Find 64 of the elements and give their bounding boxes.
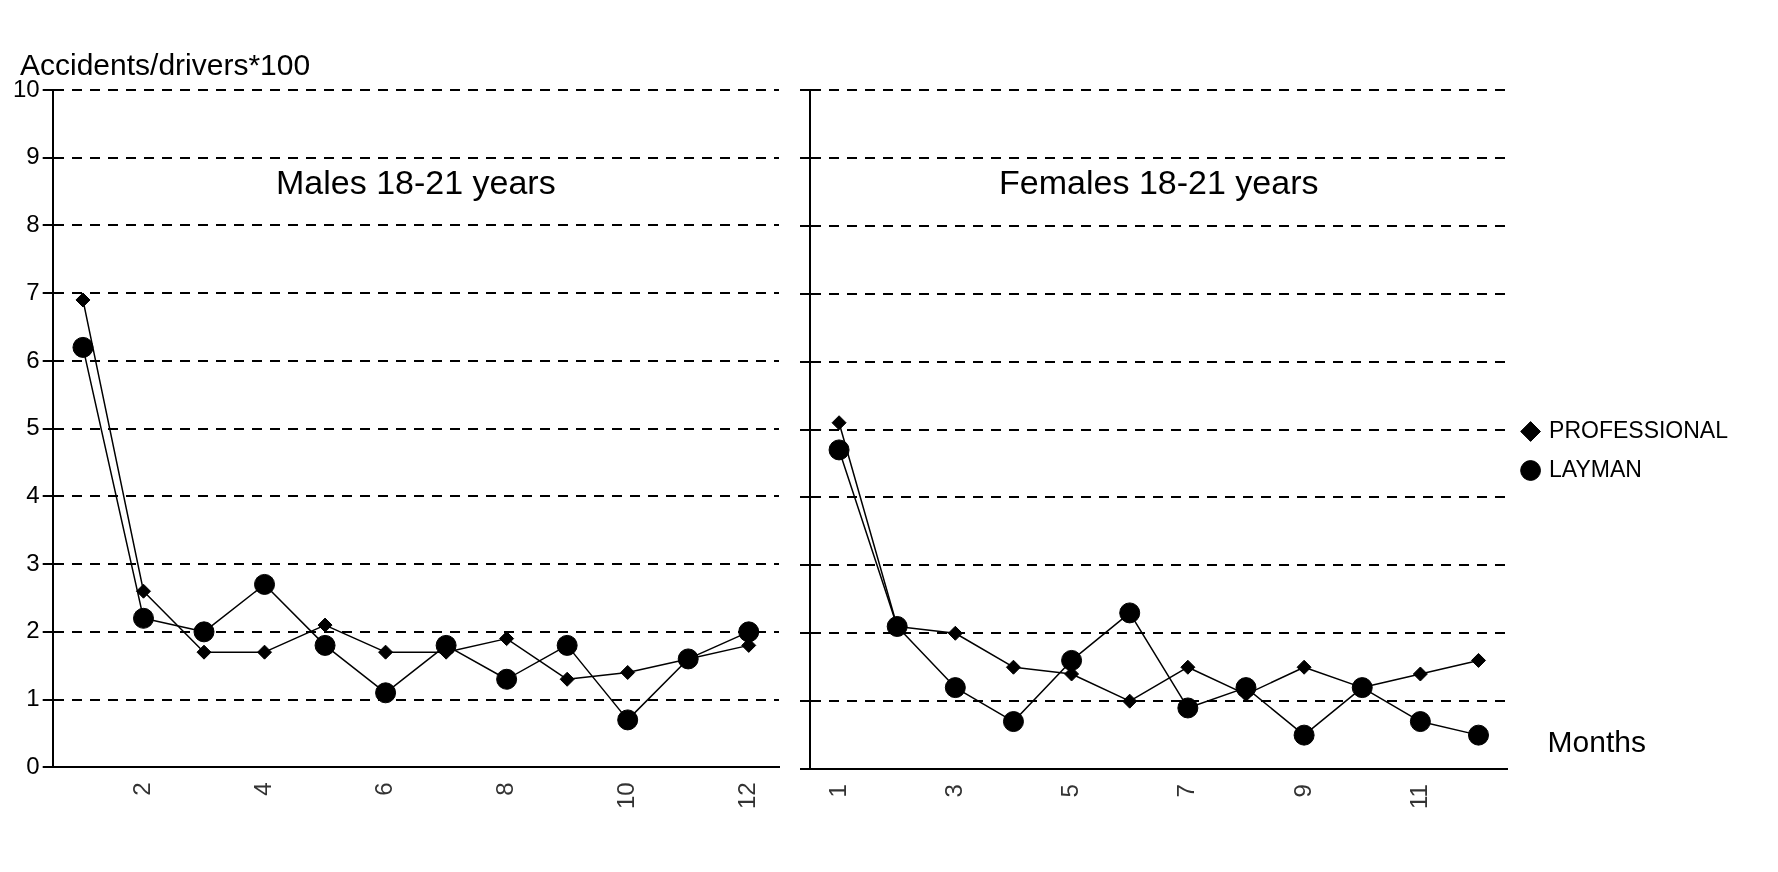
x-tick-label: 3 xyxy=(939,784,967,798)
y-tick-label: 3 xyxy=(26,548,40,576)
point xyxy=(1412,666,1428,682)
point xyxy=(738,621,760,643)
point xyxy=(132,607,154,629)
y-tick-label: 10 xyxy=(12,74,40,102)
point xyxy=(1119,602,1141,624)
point xyxy=(559,671,575,687)
point xyxy=(831,415,847,431)
point xyxy=(1061,649,1083,671)
point xyxy=(499,631,515,647)
y-tick-label: 5 xyxy=(26,413,40,441)
x-axis-title: Months xyxy=(1547,725,1646,759)
x-tick-label: 9 xyxy=(1288,784,1316,798)
point xyxy=(1471,652,1486,668)
x-tick-label: 7 xyxy=(1172,784,1200,798)
y-tick-label: 0 xyxy=(26,751,40,779)
point xyxy=(314,634,336,656)
point xyxy=(135,583,151,599)
point xyxy=(375,682,397,704)
x-tick-label: 2 xyxy=(128,782,156,796)
point xyxy=(254,573,276,595)
point xyxy=(1180,659,1196,675)
y-tick-label: 1 xyxy=(26,684,40,712)
point xyxy=(1409,711,1431,733)
x-tick-label: 4 xyxy=(249,782,277,796)
x-tick-label: 12 xyxy=(733,782,761,810)
x-tick-label: 6 xyxy=(370,782,398,796)
y-tick-label: 7 xyxy=(26,277,40,305)
point xyxy=(944,677,966,699)
point xyxy=(257,644,273,660)
y-tick-label: 8 xyxy=(26,210,40,238)
point xyxy=(620,664,636,680)
point xyxy=(947,625,963,641)
point xyxy=(1468,724,1489,746)
point xyxy=(193,621,215,643)
point xyxy=(828,439,850,461)
point xyxy=(1293,724,1315,746)
y-tick-label: 2 xyxy=(26,616,40,644)
point xyxy=(196,644,212,660)
point xyxy=(72,336,94,358)
x-tick-label: 1 xyxy=(823,784,851,798)
point xyxy=(1002,711,1024,733)
point xyxy=(1296,659,1312,675)
x-tick-label: 8 xyxy=(491,782,519,796)
point xyxy=(496,668,518,690)
x-tick-label: 5 xyxy=(1056,784,1084,798)
x-tick-label: 10 xyxy=(612,782,640,810)
point xyxy=(75,292,91,308)
point xyxy=(617,709,639,731)
point xyxy=(1177,697,1199,719)
point xyxy=(556,634,578,656)
text: Males 18-21 years xyxy=(276,163,556,202)
point xyxy=(378,644,394,660)
y-tick-label: 9 xyxy=(26,142,40,170)
legend-label: PROFESSIONAL xyxy=(1549,416,1729,443)
y-tick-label: 4 xyxy=(26,481,40,509)
point xyxy=(1005,659,1021,675)
point xyxy=(317,617,333,633)
legend-label: LAYMAN xyxy=(1549,455,1642,482)
point xyxy=(1122,693,1138,709)
text: Females 18-21 years xyxy=(999,163,1319,202)
x-tick-label: 11 xyxy=(1404,784,1432,810)
y-tick-label: 6 xyxy=(26,345,40,373)
